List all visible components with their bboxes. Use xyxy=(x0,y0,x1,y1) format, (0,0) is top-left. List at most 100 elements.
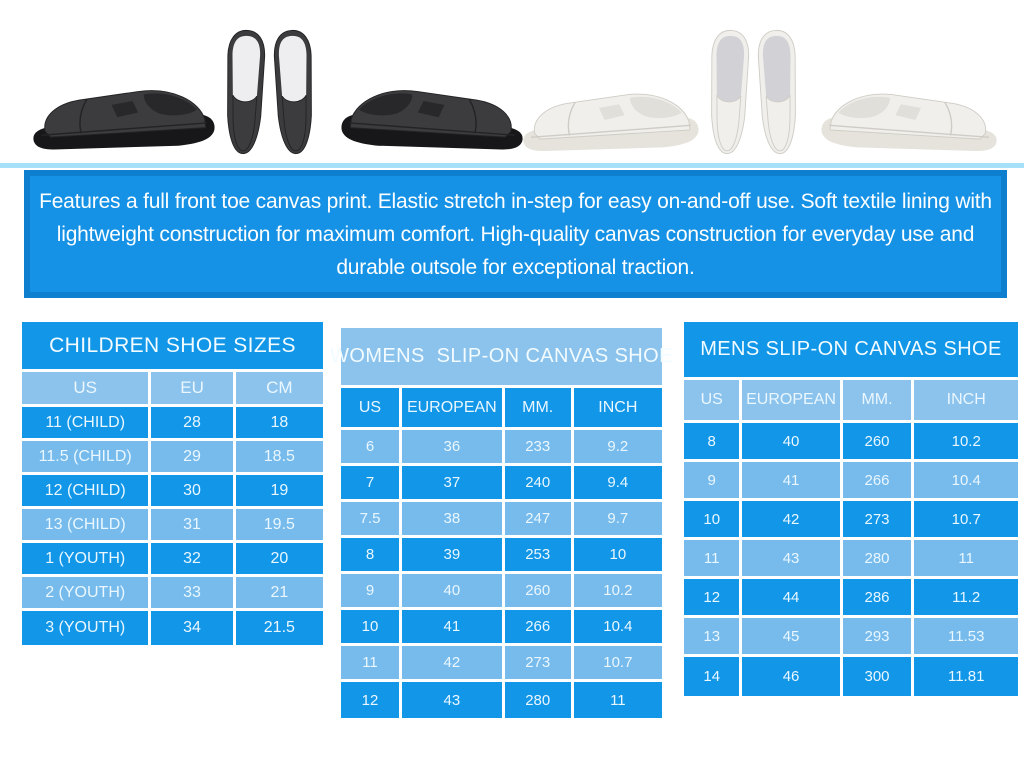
table-cell: 266 xyxy=(842,462,915,501)
table-row: 7.5 38 247 9.7 xyxy=(341,502,662,538)
table-row: 13 (CHILD) 31 19.5 xyxy=(22,509,323,543)
description-banner: Features a full front toe canvas print. … xyxy=(24,170,1007,298)
table-cell: 10.2 xyxy=(573,574,662,610)
table-cell: 10 xyxy=(341,610,402,646)
product-description-text: Features a full front toe canvas print. … xyxy=(39,189,992,279)
table-cell: 10.4 xyxy=(914,462,1018,501)
table-cell: 18 xyxy=(235,407,323,441)
table-cell: 42 xyxy=(742,501,843,540)
table-cell: 9.2 xyxy=(573,430,662,466)
table-cell: 11.53 xyxy=(914,618,1018,657)
table-cell: 39 xyxy=(401,538,505,574)
table-cell: 46 xyxy=(742,657,843,696)
table-cell: 12 xyxy=(684,579,743,618)
table-cell: 41 xyxy=(401,610,505,646)
column-header: MM. xyxy=(504,388,574,430)
table-cell: 32 xyxy=(151,543,236,577)
table-cell: 29 xyxy=(151,441,236,475)
header-row: US EU CM xyxy=(22,372,323,407)
table-row: 3 (YOUTH) 34 21.5 xyxy=(22,611,323,645)
table-cell: 10.4 xyxy=(573,610,662,646)
column-header: CM xyxy=(235,372,323,407)
banner-top-highlight-rule xyxy=(0,163,1024,168)
table-cell: 286 xyxy=(842,579,915,618)
table-cell: 240 xyxy=(504,466,574,502)
table-cell: 38 xyxy=(401,502,505,538)
table-row: 11 43 280 11 xyxy=(684,540,1018,579)
table-cell: 12 (CHILD) xyxy=(22,475,152,509)
table-cell: 31 xyxy=(151,509,236,543)
column-header: INCH xyxy=(573,388,662,430)
column-header: EUROPEAN xyxy=(401,388,505,430)
table-cell: 11 (CHILD) xyxy=(22,407,152,441)
white-shoe-top-pair-image xyxy=(706,22,801,162)
table-cell: 12 xyxy=(341,682,402,718)
table-cell: 21 xyxy=(235,577,323,611)
table-cell: 293 xyxy=(842,618,915,657)
table-cell: 21.5 xyxy=(235,611,323,645)
size-table: US EUROPEAN MM. INCH 6 36 233 9.2 7 37 240 9.4 7.5 38… xyxy=(341,388,662,718)
black-shoe-side-right-image xyxy=(338,80,528,162)
header-row: US EUROPEAN MM. INCH xyxy=(684,380,1018,423)
table-cell: 11 xyxy=(914,540,1018,579)
column-header: EUROPEAN xyxy=(742,380,843,423)
table-cell: 9 xyxy=(684,462,743,501)
white-shoe-side-right-image xyxy=(818,84,1002,163)
table-cell: 9 xyxy=(341,574,402,610)
table-cell: 18.5 xyxy=(235,441,323,475)
table-cell: 20 xyxy=(235,543,323,577)
table-cell: 13 (CHILD) xyxy=(22,509,152,543)
table-cell: 10.7 xyxy=(914,501,1018,540)
table-row: 8 40 260 10.2 xyxy=(684,423,1018,462)
table-cell: 44 xyxy=(742,579,843,618)
table-cell: 10 xyxy=(573,538,662,574)
table-cell: 9.7 xyxy=(573,502,662,538)
table-cell: 41 xyxy=(742,462,843,501)
table-cell: 280 xyxy=(504,682,574,718)
table-row: 8 39 253 10 xyxy=(341,538,662,574)
column-header: US xyxy=(22,372,152,407)
column-header: US xyxy=(684,380,743,423)
table-cell: 11.2 xyxy=(914,579,1018,618)
black-shoe-top-left-image xyxy=(220,21,271,163)
white-shoe-top-left-image xyxy=(704,21,755,163)
table-cell: 33 xyxy=(151,577,236,611)
table-cell: 43 xyxy=(742,540,843,579)
table-cell: 9.4 xyxy=(573,466,662,502)
table-cell: 8 xyxy=(684,423,743,462)
table-row: 10 41 266 10.4 xyxy=(341,610,662,646)
size-table: US EU CM 11 (CHILD) 28 18 11.5 (CHILD) 29 18.5 12… xyxy=(22,372,323,645)
table-cell: 6 xyxy=(341,430,402,466)
table-cell: 1 (YOUTH) xyxy=(22,543,152,577)
table-cell: 11.5 (CHILD) xyxy=(22,441,152,475)
table-cell: 40 xyxy=(401,574,505,610)
table-row: 12 44 286 11.2 xyxy=(684,579,1018,618)
table-cell: 11 xyxy=(341,646,402,682)
table-cell: 13 xyxy=(684,618,743,657)
table-cell: 233 xyxy=(504,430,574,466)
children-chart-title: CHILDREN SHOE SIZES xyxy=(22,322,323,369)
table-row: 12 (CHILD) 30 19 xyxy=(22,475,323,509)
table-cell: 273 xyxy=(842,501,915,540)
table-cell: 3 (YOUTH) xyxy=(22,611,152,645)
table-cell: 34 xyxy=(151,611,236,645)
white-shoe-top-right-image xyxy=(753,21,804,163)
table-cell: 247 xyxy=(504,502,574,538)
mens-chart-grid: US EUROPEAN MM. INCH 8 40 260 10.2 9 41 266 10.4 10 4… xyxy=(684,380,1018,696)
table-cell: 28 xyxy=(151,407,236,441)
table-row: 2 (YOUTH) 33 21 xyxy=(22,577,323,611)
column-header: INCH xyxy=(914,380,1018,423)
womens-chart-grid: US EUROPEAN MM. INCH 6 36 233 9.2 7 37 240 9.4 7.5 38… xyxy=(341,388,662,718)
table-cell: 7 xyxy=(341,466,402,502)
table-row: 11 (CHILD) 28 18 xyxy=(22,407,323,441)
table-cell: 45 xyxy=(742,618,843,657)
table-cell: 260 xyxy=(504,574,574,610)
mens-size-chart: MENS SLIP-ON CANVAS SHOE US EUROPEAN MM. IN… xyxy=(684,322,1018,696)
table-row: 11 42 273 10.7 xyxy=(341,646,662,682)
white-shoe-side-left-image xyxy=(518,84,702,163)
table-row: 7 37 240 9.4 xyxy=(341,466,662,502)
table-cell: 280 xyxy=(842,540,915,579)
children-size-chart: CHILDREN SHOE SIZES US EU CM 11 (CHILD) 28 18… xyxy=(22,322,323,645)
table-cell: 19.5 xyxy=(235,509,323,543)
table-cell: 30 xyxy=(151,475,236,509)
